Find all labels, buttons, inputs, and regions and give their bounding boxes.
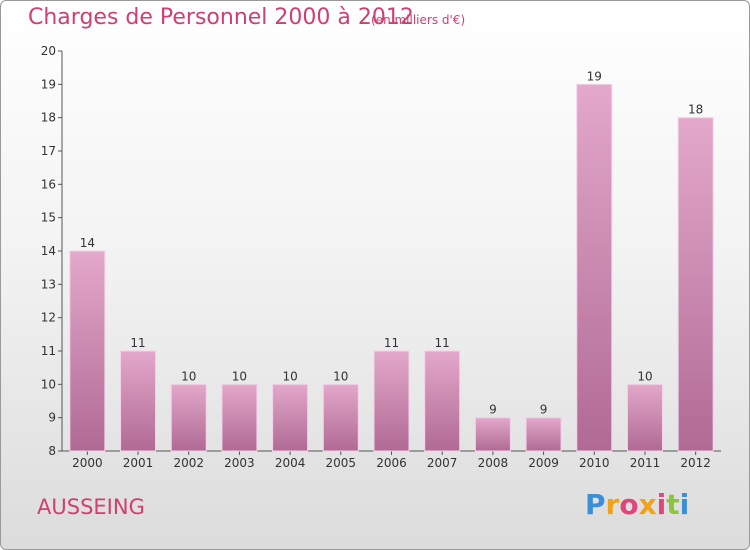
y-tick-label: 19 [41,77,56,91]
data-label: 19 [587,69,602,83]
data-label: 10 [637,369,652,383]
chart-title: Charges de Personnel 2000 à 2012 [28,5,414,30]
logo-letter: r [605,488,620,521]
x-tick-label: 2006 [376,456,407,470]
y-tick-label: 13 [41,277,56,291]
y-tick-label: 9 [48,411,56,425]
y-tick-label: 8 [48,444,56,458]
bar-2004 [272,383,309,452]
bar-2003 [221,383,258,452]
data-label: 11 [130,336,145,350]
bar-2007 [424,350,461,452]
y-tick-label: 15 [41,211,56,225]
data-label: 11 [384,336,399,350]
y-tick-label: 12 [41,311,56,325]
logo-letter: x [638,488,657,521]
bar-2010 [576,83,613,452]
bar-2012 [677,117,714,452]
bar-2011 [626,383,663,452]
commune-name: AUSSEING [37,495,145,519]
bar-2001 [120,350,157,452]
y-tick-label: 16 [41,177,56,191]
x-tick-label: 2000 [72,456,103,470]
x-tick-label: 2002 [173,456,204,470]
data-label: 11 [435,336,450,350]
data-label: 10 [333,369,348,383]
x-tick-label: 2012 [680,456,711,470]
logo-letter: i [656,488,667,521]
data-label: 10 [181,369,196,383]
logo-letter: i [679,488,690,521]
bar-2002 [170,383,207,452]
y-tick-label: 11 [41,344,56,358]
data-label: 14 [80,236,95,250]
data-label: 18 [688,103,703,117]
proxiti-logo[interactable]: Proxiti [585,488,689,521]
bar-2005 [322,383,359,452]
data-label: 9 [540,403,548,417]
bar-2008 [474,417,511,452]
chart-labels: 2000 14 2001 11 2002 10 2003 10 2004 10 2005 10 2006… [72,69,711,470]
x-tick-label: 2004 [275,456,306,470]
data-label: 10 [232,369,247,383]
x-tick-label: 2011 [630,456,661,470]
x-tick-label: 2003 [224,456,255,470]
chart-bars [69,83,714,452]
data-label: 9 [489,403,497,417]
x-tick-label: 2009 [528,456,559,470]
chart-axes: 8 9 10 11 12 13 14 15 16 17 18 19 20 [41,44,721,458]
y-tick-label: 10 [41,377,56,391]
logo-letter: t [666,488,680,521]
x-tick-label: 2005 [326,456,357,470]
bar-2006 [373,350,410,452]
y-tick-label: 20 [41,44,56,58]
logo-letter: o [619,488,639,521]
bar-2000 [69,250,106,452]
y-tick-label: 18 [41,111,56,125]
bar-2009 [525,417,562,452]
logo-letter: P [585,488,606,521]
y-tick-label: 14 [41,244,56,258]
x-tick-label: 2001 [123,456,154,470]
x-tick-label: 2010 [579,456,610,470]
x-tick-label: 2008 [478,456,509,470]
x-tick-label: 2007 [427,456,458,470]
data-label: 10 [282,369,297,383]
y-tick-label: 17 [41,144,56,158]
chart-subtitle: (en milliers d'€) [371,13,466,27]
